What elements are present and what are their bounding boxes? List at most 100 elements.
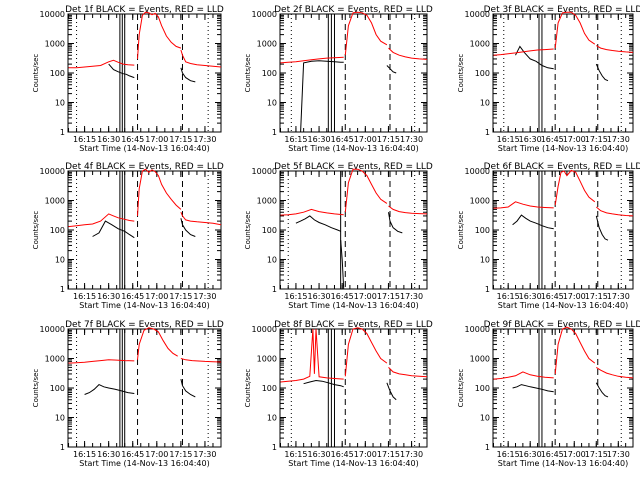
lld-series-line	[596, 366, 633, 379]
x-tick-label: 17:30	[400, 135, 423, 144]
x-tick-label: 17:15	[377, 292, 400, 301]
y-tick-label: 10000	[40, 10, 65, 19]
detector-panel: Det 2f BLACK = Events, RED = LLD 1 10 100 10…	[244, 5, 433, 153]
x-tick-label: 17:30	[193, 292, 216, 301]
panel-title: Det 1f BLACK = Events, RED = LLD	[65, 5, 224, 15]
x-tick-label: 17:30	[400, 292, 423, 301]
y-tick-label: 10	[267, 99, 277, 108]
y-tick-label: 1000	[470, 40, 490, 49]
events-series-line	[108, 63, 135, 79]
panel-title: Det 5f BLACK = Events, RED = LLD	[274, 162, 433, 172]
y-tick-label: 100	[50, 384, 65, 393]
x-tick-label: 17:00	[354, 135, 377, 144]
lld-series-line	[280, 56, 344, 64]
events-series-line	[180, 378, 196, 398]
x-tick-label: 17:00	[563, 292, 586, 301]
y-tick-label: 10000	[252, 167, 277, 176]
lld-series-line	[388, 367, 427, 378]
lld-series-line	[554, 11, 596, 49]
x-tick-label: 17:00	[145, 450, 168, 459]
y-tick-label: 10000	[252, 10, 277, 19]
y-axis-label: Counts/sec	[457, 211, 465, 250]
lld-series-line	[137, 168, 182, 216]
y-tick-label: 10	[267, 256, 277, 265]
x-axis-label: Start Time (14-Nov-13 16:04:40)	[498, 301, 628, 310]
plot-frame	[67, 13, 222, 133]
x-tick-label: 16:15	[284, 450, 307, 459]
x-tick-label: 17:30	[607, 292, 630, 301]
plot-frame	[492, 170, 634, 290]
y-tick-label: 1	[60, 285, 65, 294]
x-tick-label: 16:45	[331, 135, 354, 144]
lld-series-line	[554, 326, 596, 374]
events-series-line	[386, 382, 397, 401]
plot-frame	[279, 13, 428, 133]
events-series-line	[386, 65, 397, 74]
x-axis-label: Start Time (14-Nov-13 16:04:40)	[498, 459, 628, 468]
x-tick-label: 16:45	[331, 292, 354, 301]
lld-series-line	[180, 358, 221, 363]
panel-title: Det 6f BLACK = Events, RED = LLD	[484, 162, 640, 172]
series-group	[493, 169, 633, 241]
y-axis-label: Counts/sec	[457, 369, 465, 408]
x-tick-label: 16:30	[308, 292, 331, 301]
x-tick-label: 17:30	[400, 450, 423, 459]
x-tick-label: 17:30	[607, 135, 630, 144]
x-tick-label: 17:15	[585, 135, 608, 144]
events-series-line	[512, 214, 554, 230]
y-tick-label: 1000	[257, 40, 277, 49]
x-tick-label: 16:15	[497, 135, 520, 144]
y-tick-label: 1000	[470, 197, 490, 206]
x-tick-label: 16:45	[541, 135, 564, 144]
y-tick-label: 1000	[257, 355, 277, 364]
lld-series-line	[344, 168, 388, 213]
events-series-line	[300, 60, 344, 132]
x-tick-label: 17:15	[377, 135, 400, 144]
events-series-line	[595, 215, 609, 241]
plot-frame	[279, 170, 428, 290]
lld-series-line	[68, 213, 135, 228]
y-axis-label: Counts/sec	[32, 54, 40, 93]
x-axis-label: Start Time (14-Nov-13 16:04:40)	[498, 144, 628, 153]
plot-frame	[67, 328, 222, 448]
panel-title: Det 9f BLACK = Events, RED = LLD	[484, 320, 640, 330]
x-tick-label: 17:00	[354, 292, 377, 301]
panel-title: Det 7f BLACK = Events, RED = LLD	[65, 320, 224, 330]
x-tick-label: 16:45	[121, 292, 144, 301]
x-tick-label: 17:15	[169, 450, 192, 459]
x-tick-label: 16:45	[541, 292, 564, 301]
y-tick-label: 100	[262, 69, 277, 78]
lld-series-line	[493, 48, 554, 56]
y-axis-label: Counts/sec	[32, 369, 40, 408]
y-tick-label: 1	[485, 128, 490, 137]
events-series-line	[84, 384, 135, 395]
lld-series-line	[493, 371, 554, 380]
x-tick-label: 17:00	[563, 135, 586, 144]
events-series-line	[512, 384, 554, 393]
lld-series-line	[280, 328, 344, 383]
x-tick-label: 16:30	[308, 450, 331, 459]
detector-panel: Det 5f BLACK = Events, RED = LLD 1 10 100 10…	[244, 162, 433, 310]
plot-frame	[492, 13, 634, 133]
x-tick-label: 17:00	[354, 450, 377, 459]
x-tick-label: 17:00	[145, 292, 168, 301]
x-tick-label: 16:15	[73, 135, 96, 144]
lld-series-line	[180, 212, 221, 226]
lld-series-line	[388, 205, 427, 215]
y-tick-label: 100	[262, 384, 277, 393]
y-tick-label: 10000	[40, 325, 65, 334]
y-tick-label: 100	[475, 69, 490, 78]
detector-panel: Det 6f BLACK = Events, RED = LLD 1 10 100 10…	[457, 162, 640, 310]
detector-panel: Det 4f BLACK = Events, RED = LLD 1 10 100 10…	[32, 162, 224, 310]
detector-panel: Det 3f BLACK = Events, RED = LLD 1 10 100 10…	[457, 5, 640, 153]
y-tick-label: 1000	[470, 355, 490, 364]
series-group	[280, 168, 427, 289]
y-tick-label: 10	[480, 99, 490, 108]
x-tick-label: 16:45	[121, 450, 144, 459]
x-tick-label: 16:30	[97, 135, 120, 144]
y-tick-label: 1000	[45, 40, 65, 49]
x-tick-label: 17:15	[377, 450, 400, 459]
x-tick-label: 16:15	[73, 450, 96, 459]
x-tick-label: 16:15	[284, 292, 307, 301]
lld-series-line	[388, 47, 427, 60]
